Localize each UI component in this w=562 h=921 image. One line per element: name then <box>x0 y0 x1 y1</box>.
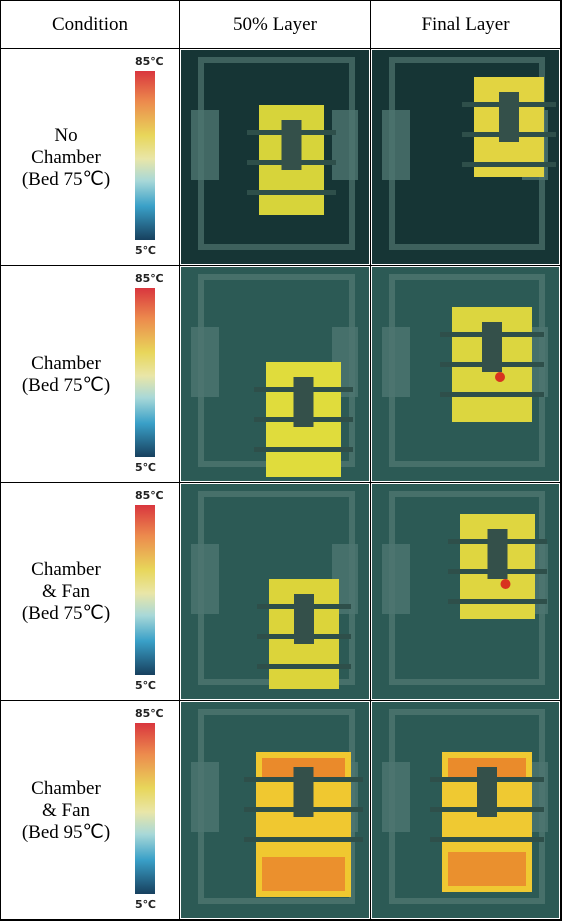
condition-line: & Fan <box>1 800 131 822</box>
condition-cell: Chamber& Fan(Bed 95℃) 85℃ 5℃ <box>1 701 180 920</box>
condition-label: Chamber& Fan(Bed 75℃) <box>1 483 131 701</box>
image-cell <box>371 483 561 701</box>
thermal-shape <box>477 767 497 817</box>
scale-min-label: 5℃ <box>135 461 156 474</box>
thermal-image <box>372 50 559 264</box>
thermal-shape <box>294 767 314 817</box>
thermal-shape <box>294 377 314 427</box>
condition-line: Chamber <box>1 778 131 800</box>
scale-max-label: 85℃ <box>135 55 164 68</box>
thermal-shape <box>282 120 302 170</box>
colorbar <box>135 723 155 894</box>
condition-line: (Bed 95℃) <box>1 822 131 844</box>
thermal-shape <box>382 544 410 614</box>
scale-min-label: 5℃ <box>135 679 156 692</box>
image-cell <box>371 49 561 266</box>
condition-cell: Chamber& Fan(Bed 75℃) 85℃ 5℃ <box>1 483 180 701</box>
condition-cell: Chamber(Bed 75℃) 85℃ 5℃ <box>1 266 180 483</box>
thermal-image <box>372 702 559 918</box>
image-cell <box>180 483 371 701</box>
thermal-shape <box>462 162 556 167</box>
condition-line: (Bed 75℃) <box>1 603 131 625</box>
thermal-shape <box>382 762 410 832</box>
thermal-image <box>372 484 559 699</box>
thermal-image <box>181 484 369 699</box>
thermal-shape <box>440 392 544 397</box>
thermal-shape <box>332 110 358 180</box>
scale-max-label: 85℃ <box>135 707 164 720</box>
thermal-shape <box>247 190 336 195</box>
condition-line: Chamber <box>1 559 131 581</box>
header-cell: 50% Layer <box>180 1 371 49</box>
header-cell: Final Layer <box>371 1 561 49</box>
thermal-shape <box>191 110 219 180</box>
thermal-shape <box>448 852 526 886</box>
scale-min-label: 5℃ <box>135 898 156 911</box>
scale-max-label: 85℃ <box>135 272 164 285</box>
thermal-shape <box>294 594 314 644</box>
condition-line: Chamber <box>1 353 131 375</box>
thermal-shape <box>254 447 353 452</box>
thermal-shape <box>488 529 508 579</box>
image-cell <box>371 266 561 483</box>
scale-min-label: 5℃ <box>135 244 156 257</box>
thermal-shape <box>430 837 544 842</box>
thermal-shape <box>257 664 351 669</box>
colorbar <box>135 71 155 240</box>
thermal-shape <box>495 372 505 382</box>
thermal-shape <box>191 762 219 832</box>
thermal-image <box>181 50 369 264</box>
figure-table: Condition50% LayerFinal LayerNoChamber(B… <box>0 0 562 921</box>
image-cell <box>180 701 371 920</box>
thermal-shape <box>501 579 511 589</box>
image-cell <box>371 701 561 920</box>
condition-line: (Bed 75℃) <box>1 375 131 397</box>
thermal-image <box>181 267 369 481</box>
thermal-shape <box>191 544 219 614</box>
condition-line: No <box>1 125 131 147</box>
condition-line: Chamber <box>1 147 131 169</box>
thermal-shape <box>482 322 502 372</box>
thermal-image <box>372 267 559 481</box>
condition-label: Chamber& Fan(Bed 95℃) <box>1 701 131 920</box>
thermal-shape <box>244 837 363 842</box>
thermal-shape <box>262 857 345 891</box>
image-cell <box>180 49 371 266</box>
image-cell <box>180 266 371 483</box>
thermal-shape <box>191 327 219 397</box>
condition-line: & Fan <box>1 581 131 603</box>
colorbar <box>135 288 155 457</box>
thermal-shape <box>448 599 547 604</box>
colorbar <box>135 505 155 675</box>
thermal-shape <box>499 92 519 142</box>
header-cell: Condition <box>1 1 180 49</box>
thermal-shape <box>382 327 410 397</box>
scale-max-label: 85℃ <box>135 489 164 502</box>
thermal-shape <box>382 110 410 180</box>
condition-label: Chamber(Bed 75℃) <box>1 266 131 483</box>
condition-line: (Bed 75℃) <box>1 169 131 191</box>
thermal-image <box>181 702 369 918</box>
